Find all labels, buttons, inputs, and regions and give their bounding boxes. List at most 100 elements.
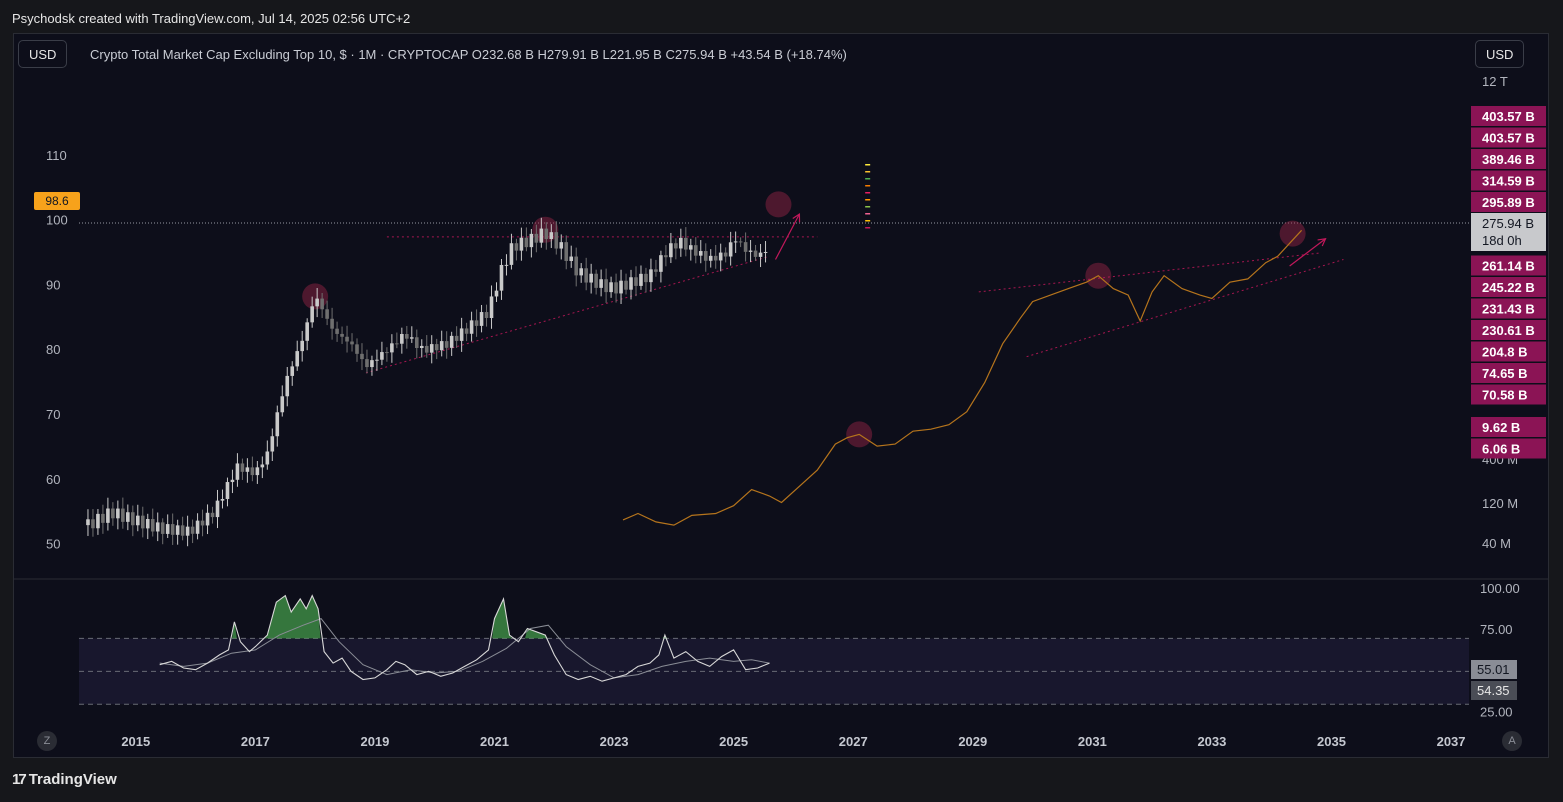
candle-body bbox=[629, 277, 633, 290]
candle-body bbox=[763, 251, 768, 253]
candle-body bbox=[539, 228, 544, 243]
candle-body bbox=[131, 512, 135, 526]
candle-body bbox=[654, 269, 658, 272]
y-tick-label: 70 bbox=[46, 407, 60, 422]
candle-body bbox=[285, 375, 290, 397]
candle-body bbox=[529, 233, 534, 248]
price-scale-label-box bbox=[1471, 192, 1546, 212]
rsi-overbought-fill bbox=[232, 621, 237, 639]
price-scale-label: 245.22 B bbox=[1482, 280, 1535, 295]
auto-scale-button[interactable]: A bbox=[1502, 731, 1522, 751]
right-currency-button[interactable]: USD bbox=[1475, 40, 1525, 68]
price-scale-label-box bbox=[1471, 298, 1546, 319]
current-price-box bbox=[1471, 213, 1546, 251]
candle-body bbox=[215, 500, 220, 518]
candle-body bbox=[733, 241, 738, 243]
candle-body bbox=[155, 522, 160, 532]
rsi-value-label: 55.01 bbox=[1477, 662, 1510, 677]
projection-marker bbox=[865, 164, 871, 166]
projection-marker bbox=[865, 171, 871, 173]
candle-body bbox=[140, 515, 145, 529]
candle-body bbox=[205, 512, 210, 526]
candle-body bbox=[365, 359, 369, 368]
price-scale-label-box bbox=[1471, 255, 1546, 276]
candle-body bbox=[524, 237, 529, 248]
candle-body bbox=[604, 279, 608, 293]
candle-body bbox=[669, 243, 673, 258]
price-scale-label-box bbox=[1471, 127, 1546, 148]
candle-body bbox=[419, 345, 424, 349]
candle-body bbox=[385, 352, 389, 354]
projection-marker bbox=[865, 185, 871, 187]
candle-body bbox=[693, 245, 698, 256]
price-scale-label-box bbox=[1471, 320, 1546, 340]
price-scale-label-box bbox=[1471, 170, 1546, 191]
candle-body bbox=[454, 335, 459, 341]
candle-body bbox=[230, 479, 235, 483]
left-currency-button[interactable]: USD bbox=[18, 40, 68, 68]
candle-body bbox=[504, 264, 509, 266]
price-scale-label: 389.46 B bbox=[1482, 152, 1535, 167]
candle-body bbox=[549, 232, 554, 240]
candle-body bbox=[479, 312, 484, 326]
candle-body bbox=[728, 242, 733, 257]
candle-body bbox=[245, 467, 250, 472]
candle-body bbox=[634, 277, 638, 286]
candle-body bbox=[195, 520, 200, 534]
candle-body bbox=[350, 341, 354, 345]
candle-body bbox=[684, 237, 688, 250]
price-scale-label: 314.59 B bbox=[1482, 174, 1535, 189]
x-tick-label: 2021 bbox=[480, 734, 509, 749]
candle-body bbox=[698, 251, 703, 256]
candle-body bbox=[554, 232, 559, 249]
projection-marker bbox=[865, 220, 871, 222]
candle-body bbox=[738, 241, 743, 243]
chart-panel[interactable]: 110 100 90 80 70 60 50 12 T 400 M 120 M 40 M 2015 20… bbox=[13, 33, 1549, 758]
candle-body bbox=[743, 242, 748, 252]
price-scale-label: 74.65 B bbox=[1482, 366, 1528, 381]
projection-marker bbox=[865, 213, 871, 215]
trend-line bbox=[978, 252, 1320, 293]
rsi-tick-label: 75.00 bbox=[1480, 622, 1513, 637]
rsi-tick-label: 25.00 bbox=[1480, 704, 1513, 719]
candle-body bbox=[280, 396, 285, 413]
candle-body bbox=[325, 309, 329, 319]
candle-body bbox=[639, 273, 643, 286]
x-tick-label: 2019 bbox=[360, 734, 389, 749]
candle-body bbox=[116, 508, 120, 519]
candle-body bbox=[758, 252, 763, 257]
price-scale-label-box bbox=[1471, 363, 1546, 383]
candle-body bbox=[180, 525, 185, 536]
candle-body bbox=[434, 344, 439, 351]
candle-body bbox=[584, 268, 588, 283]
price-scale-label: 403.57 B bbox=[1482, 131, 1535, 146]
candle-body bbox=[599, 279, 603, 288]
candle-body bbox=[400, 333, 404, 344]
candle-body bbox=[469, 320, 474, 334]
price-flag: 98.6 bbox=[34, 192, 80, 210]
candle-body bbox=[390, 343, 394, 353]
candle-body bbox=[659, 255, 663, 272]
symbol-legend: Crypto Total Market Cap Excluding Top 10… bbox=[90, 47, 847, 62]
candle-body bbox=[225, 482, 230, 499]
arrow-head bbox=[1317, 238, 1327, 247]
candle-body bbox=[170, 524, 175, 535]
x-tick-label: 2029 bbox=[958, 734, 987, 749]
candle-body bbox=[370, 360, 374, 368]
candle-body bbox=[270, 436, 275, 452]
zoom-button[interactable]: Z bbox=[37, 731, 57, 751]
overlay-fractal-line bbox=[622, 229, 1303, 526]
candle-body bbox=[713, 255, 718, 261]
rsi-value-label: 54.35 bbox=[1477, 683, 1510, 698]
rsi-ma-line bbox=[159, 618, 770, 679]
projection-arrow bbox=[1289, 238, 1326, 267]
candle-body bbox=[260, 464, 265, 468]
candle-body bbox=[91, 519, 95, 529]
x-tick-label: 2025 bbox=[719, 734, 748, 749]
candle-body bbox=[300, 340, 304, 352]
candle-body bbox=[305, 322, 309, 341]
candle-body bbox=[594, 273, 598, 288]
candle-body bbox=[564, 242, 569, 262]
candle-body bbox=[474, 320, 479, 326]
